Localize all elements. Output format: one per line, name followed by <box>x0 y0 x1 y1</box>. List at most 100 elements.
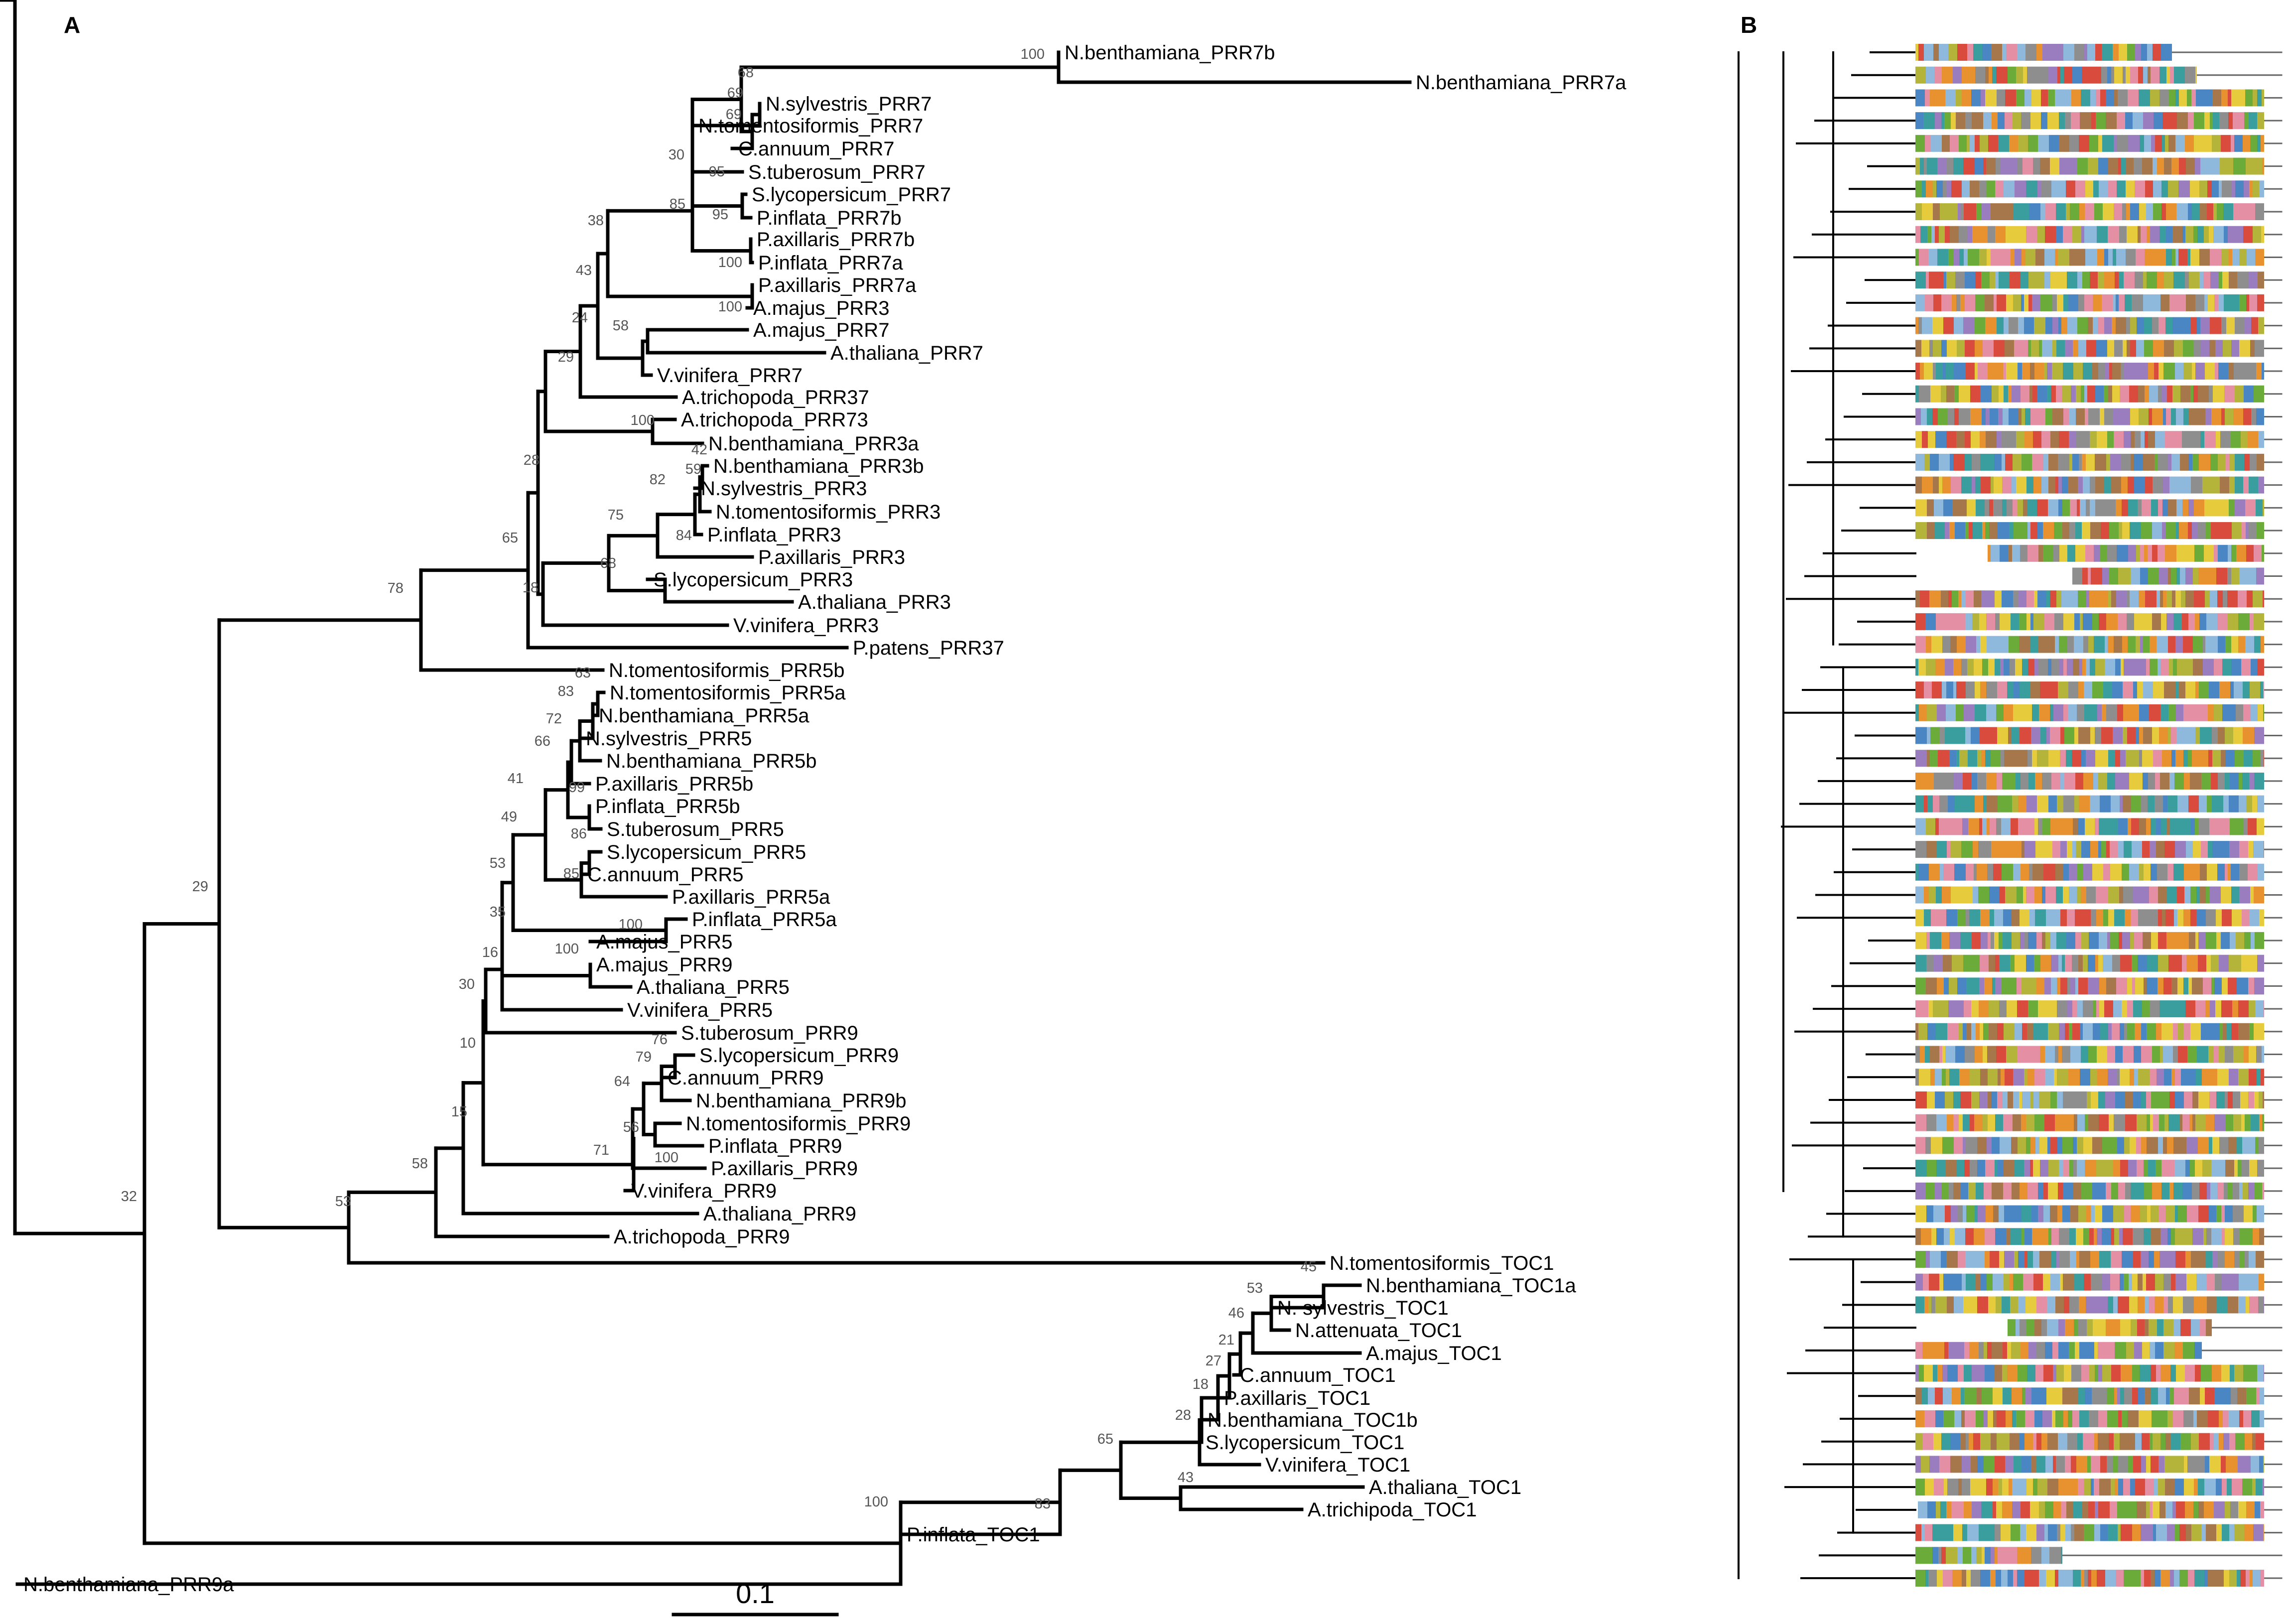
alignment-block <box>2214 659 2222 676</box>
alignment-block <box>2246 795 2252 812</box>
alignment-block <box>1991 44 2002 61</box>
alignment-block <box>2225 636 2231 653</box>
alignment-block <box>2214 1387 2225 1405</box>
alignment-block <box>2013 203 2024 221</box>
alignment-block <box>2052 408 2063 425</box>
alignment-block <box>2123 727 2127 744</box>
alignment-block <box>2029 203 2040 221</box>
alignment-block <box>1965 613 1972 630</box>
alignment-block <box>2081 909 2091 927</box>
alignment-block <box>2140 636 2143 653</box>
alignment-block <box>2134 157 2142 175</box>
alignment-block <box>2185 567 2193 585</box>
alignment-block <box>2138 886 2149 904</box>
alignment-block <box>1968 1182 1976 1200</box>
alignment-block <box>1986 772 1997 790</box>
alignment-block <box>2015 954 2026 972</box>
alignment-block <box>2150 909 2158 927</box>
alignment-block <box>2137 1319 2145 1337</box>
alignment-block <box>2209 340 2215 357</box>
alignment-block <box>2090 522 2101 540</box>
alignment-block <box>2063 294 2068 311</box>
alignment-block <box>1953 453 1965 471</box>
alignment-block <box>2006 44 2017 61</box>
alignment-block <box>2260 1570 2264 1587</box>
alignment-block <box>2111 1364 2121 1382</box>
alignment-block <box>1981 750 1985 767</box>
alignment-block <box>1995 1160 1998 1177</box>
alignment-block <box>2223 795 2229 812</box>
alignment-block <box>1915 66 1926 84</box>
alignment-block <box>2192 203 2199 221</box>
alignment-block <box>1958 1479 1962 1496</box>
alignment-block <box>2014 1250 2018 1268</box>
alignment-block <box>1926 1250 1930 1268</box>
alignment-row <box>1915 66 2197 84</box>
alignment-block <box>2024 203 2029 221</box>
alignment-block <box>1927 795 1933 812</box>
alignment-block <box>1921 1524 1925 1541</box>
alignment-block <box>1935 659 1945 676</box>
alignment-block <box>2221 1160 2225 1177</box>
alignment-block <box>1980 636 1987 653</box>
alignment-block <box>2167 1524 2175 1541</box>
alignment-block <box>1942 1069 1946 1086</box>
alignment-block <box>2238 1069 2249 1086</box>
alignment-block <box>1964 249 1968 266</box>
alignment-block <box>2091 112 2096 130</box>
alignment-block <box>1944 112 1951 130</box>
alignment-block <box>2053 704 2063 721</box>
alignment-block <box>2024 1570 2033 1587</box>
alignment-block <box>1976 203 1981 221</box>
leaf-label: P.patens_PRR37 <box>853 637 1004 659</box>
alignment-block <box>2002 476 2012 494</box>
alignment-block <box>2138 385 2145 403</box>
alignment-block <box>2258 1296 2264 1314</box>
alignment-block <box>2168 453 2171 471</box>
alignment-block <box>2000 659 2004 676</box>
alignment-block <box>2251 1456 2259 1473</box>
alignment-block <box>2207 1296 2217 1314</box>
alignment-block <box>2173 1182 2182 1200</box>
alignment-block <box>2150 1000 2156 1018</box>
alignment-block <box>2169 1387 2174 1405</box>
alignment-block <box>2146 1456 2151 1473</box>
alignment-block <box>2033 613 2044 630</box>
alignment-block <box>2082 522 2090 540</box>
alignment-block <box>2203 271 2210 289</box>
alignment-block <box>2124 431 2131 448</box>
alignment-block <box>2026 476 2033 494</box>
panel-label-a: A <box>64 12 80 38</box>
alignment-block <box>2040 954 2051 972</box>
alignment-block <box>2140 659 2146 676</box>
alignment-block <box>2128 476 2134 494</box>
alignment-block <box>2242 772 2249 790</box>
alignment-block <box>1943 863 1954 881</box>
alignment-block <box>2063 659 2067 676</box>
alignment-block <box>2046 431 2050 448</box>
alignment-block <box>2027 544 2038 562</box>
alignment-block <box>1941 1433 1950 1450</box>
alignment-block <box>2124 1387 2132 1405</box>
alignment-block <box>2173 1319 2180 1337</box>
alignment-block <box>1961 476 1972 494</box>
alignment-block <box>2090 476 2095 494</box>
alignment-block <box>1933 1364 1937 1382</box>
alignment-block <box>2176 499 2182 517</box>
alignment-block <box>2122 1410 2128 1427</box>
alignment-block <box>2046 1387 2053 1405</box>
alignment-block <box>2001 1570 2008 1587</box>
alignment-block <box>2191 89 2196 107</box>
alignment-block <box>1929 1046 1939 1063</box>
alignment-block <box>2060 750 2066 767</box>
alignment-block <box>1925 1570 1928 1587</box>
alignment-block <box>2128 135 2140 152</box>
alignment-block <box>2068 681 2078 699</box>
alignment-block <box>2109 363 2112 380</box>
alignment-block <box>2163 1273 2171 1291</box>
alignment-block <box>2253 1570 2260 1587</box>
alignment-block <box>2126 1342 2134 1359</box>
alignment-block <box>2126 750 2136 767</box>
alignment-block <box>2023 1547 2031 1564</box>
alignment-block <box>2253 1228 2259 1245</box>
